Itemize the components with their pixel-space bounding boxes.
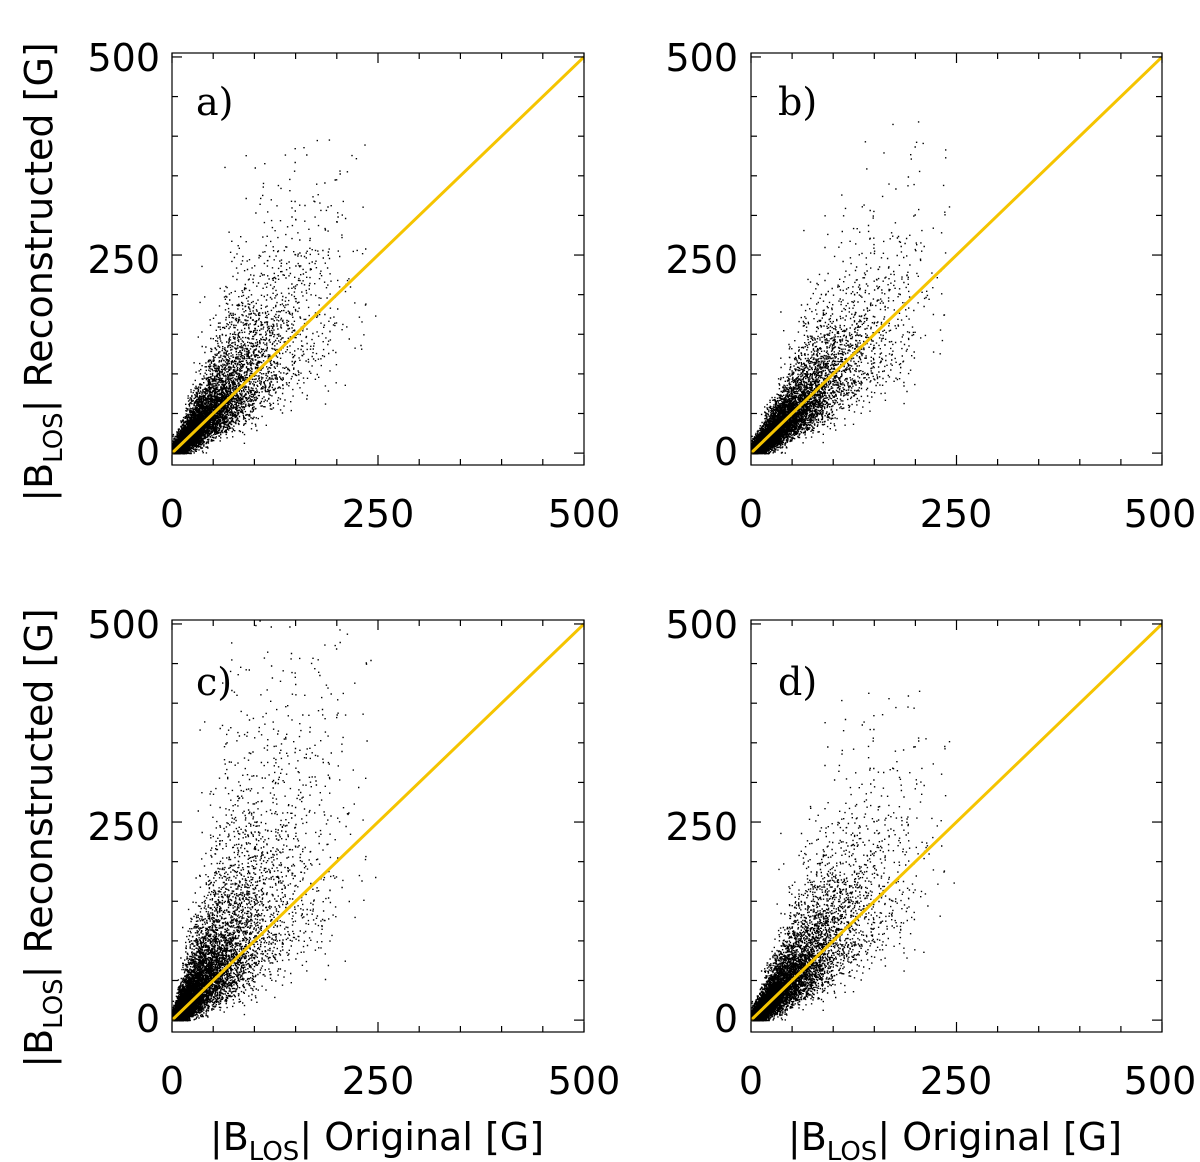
x-tick-label: 250 xyxy=(342,492,415,536)
scatter-points xyxy=(751,121,951,455)
scatter-points xyxy=(751,690,955,1022)
panel-b: 500 250 0 0 250 500 b) xyxy=(665,36,1196,536)
scatter-point-cloud xyxy=(172,620,377,1022)
identity-line xyxy=(172,55,584,455)
scatter-points xyxy=(172,620,377,1022)
y-tick-label: 500 xyxy=(87,603,160,647)
identity-line xyxy=(172,622,584,1022)
panel-label: c) xyxy=(196,660,232,704)
x-tick-label: 500 xyxy=(548,492,621,536)
y-tick-label: 500 xyxy=(665,603,738,647)
panel-a: 500 250 0 0 250 500 a) xyxy=(87,36,620,536)
panel-label: d) xyxy=(778,660,817,704)
x-axis-title-right: |BLOS| Original [G] xyxy=(788,1115,1122,1162)
x-tick-label: 250 xyxy=(920,1059,993,1103)
scatter-point-cloud xyxy=(172,139,377,455)
x-tick-label: 500 xyxy=(548,1059,621,1103)
y-tick-label: 250 xyxy=(665,238,738,282)
x-tick-label: 250 xyxy=(342,1059,415,1103)
y-tick-label: 500 xyxy=(665,36,738,80)
panel-label: b) xyxy=(778,80,817,124)
x-tick-label: 0 xyxy=(160,1059,184,1103)
y-tick-label: 500 xyxy=(87,36,160,80)
x-tick-label: 0 xyxy=(739,1059,763,1103)
y-tick-label: 250 xyxy=(87,238,160,282)
x-tick-label: 500 xyxy=(1124,492,1197,536)
identity-line xyxy=(751,622,1162,1022)
scatter-points xyxy=(172,139,377,455)
y-axis-title-bottom: |BLOS| Reconstructed [G] xyxy=(17,608,69,1067)
y-tick-label: 250 xyxy=(665,805,738,849)
panel-d: 500 250 0 0 250 500 d) xyxy=(665,603,1196,1103)
identity-line xyxy=(751,55,1162,455)
y-tick-label: 250 xyxy=(87,805,160,849)
x-tick-label: 0 xyxy=(739,492,763,536)
y-tick-label: 0 xyxy=(136,997,160,1041)
y-axis-title-top: |BLOS| Reconstructed [G] xyxy=(17,42,69,501)
x-tick-label: 500 xyxy=(1124,1059,1197,1103)
y-tick-label: 0 xyxy=(136,430,160,474)
y-tick-label: 0 xyxy=(714,997,738,1041)
scatter-point-cloud xyxy=(751,121,951,455)
panel-c: 500 250 0 0 250 500 c) xyxy=(87,603,620,1103)
x-tick-label: 0 xyxy=(160,492,184,536)
y-tick-label: 0 xyxy=(714,430,738,474)
x-axis-title-left: |BLOS| Original [G] xyxy=(210,1115,544,1162)
x-tick-label: 250 xyxy=(920,492,993,536)
panel-label: a) xyxy=(196,80,233,124)
scatter-point-cloud xyxy=(751,690,955,1022)
